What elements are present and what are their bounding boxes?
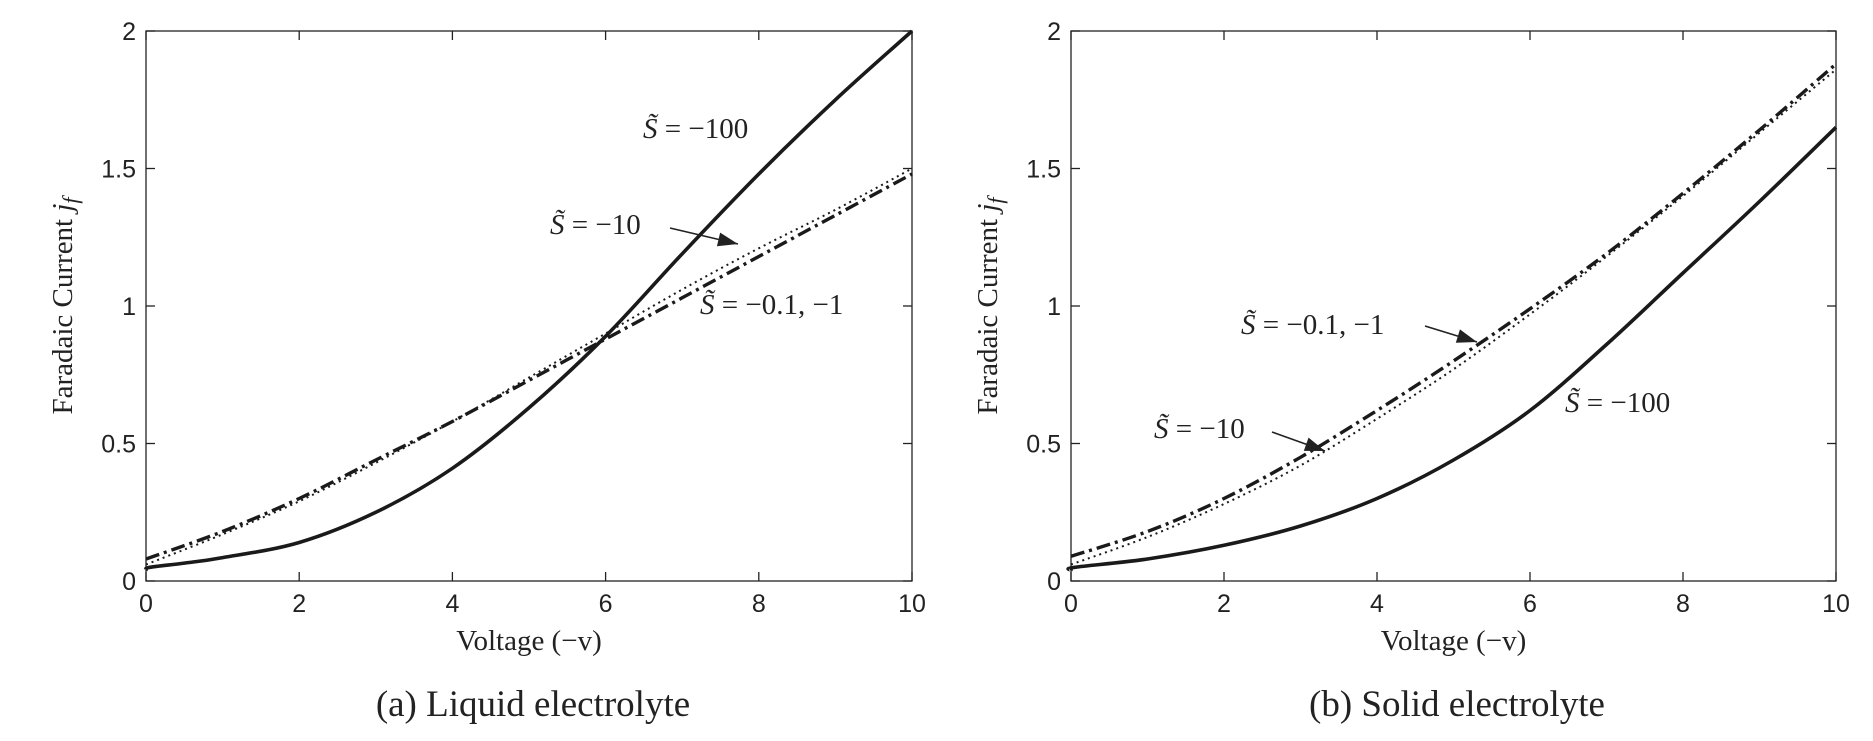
annotation-arrowhead (1303, 437, 1325, 451)
x-tick-label: 0 (1064, 590, 1078, 618)
series-line-solid (1066, 126, 1838, 572)
x-axis-label: Voltage (−v) (456, 625, 601, 657)
panel-solid-electrolyte: 0 2 4 6 8 10 0 0.5 1 1.5 2 Voltage (−v) Faradaic Cur… (972, 18, 1850, 725)
series-line-dotted (145, 167, 913, 566)
series-annotation: S̃ = −0.1, −1 (1241, 309, 1384, 341)
x-tick-label: 0 (139, 590, 153, 618)
series-line-dashdot (1070, 62, 1838, 558)
x-tick-label: 4 (1370, 590, 1384, 618)
y-tick-label: 0.5 (101, 431, 136, 459)
y-tick-label: 0.5 (1026, 431, 1061, 459)
series-annotation: S̃ = −10 (550, 209, 641, 241)
plot-frame (1070, 30, 1837, 582)
panel-caption: (a) Liquid electrolyte (376, 684, 690, 725)
y-tick-label: 2 (122, 18, 136, 46)
y-tick-label: 1 (122, 293, 136, 321)
x-tick-label: 10 (1822, 590, 1850, 618)
x-tick-label: 10 (898, 590, 926, 618)
y-tick-label: 1.5 (101, 156, 136, 184)
series-line-solid (143, 29, 914, 572)
series-annotation: S̃ = −100 (1565, 387, 1670, 419)
y-axis-label: Faradaic Current jf (972, 195, 1008, 415)
x-tick-label: 4 (445, 590, 459, 618)
series-line-dotted (1070, 68, 1837, 566)
y-tick-label: 0 (1047, 568, 1061, 596)
y-tick-label: 1 (1047, 293, 1061, 321)
series-annotation: S̃ = −0.1, −1 (700, 289, 843, 321)
x-tick-label: 2 (1217, 590, 1231, 618)
series-annotation: S̃ = −10 (1154, 413, 1245, 445)
x-tick-label: 8 (752, 590, 766, 618)
x-tick-label: 8 (1676, 590, 1690, 618)
x-tick-label: 2 (292, 590, 306, 618)
annotation-arrowhead (1455, 329, 1477, 343)
panel-caption: (b) Solid electrolyte (1309, 684, 1605, 725)
y-axis-label: Faradaic Current jf (47, 195, 83, 415)
y-tick-label: 1.5 (1026, 156, 1061, 184)
series-annotation: S̃ = −100 (643, 113, 748, 145)
y-tick-label: 2 (1047, 18, 1061, 46)
annotation-arrowhead (716, 232, 738, 247)
x-axis-label: Voltage (−v) (1381, 625, 1526, 657)
series-line-dashdot (145, 172, 913, 561)
panel-liquid-electrolyte: 0 2 4 6 8 10 0 0.5 1 1.5 2 Voltage (−v) Faradaic Cur… (47, 18, 926, 725)
x-tick-label: 6 (1523, 590, 1537, 618)
x-tick-label: 6 (599, 590, 613, 618)
y-tick-label: 0 (122, 568, 136, 596)
